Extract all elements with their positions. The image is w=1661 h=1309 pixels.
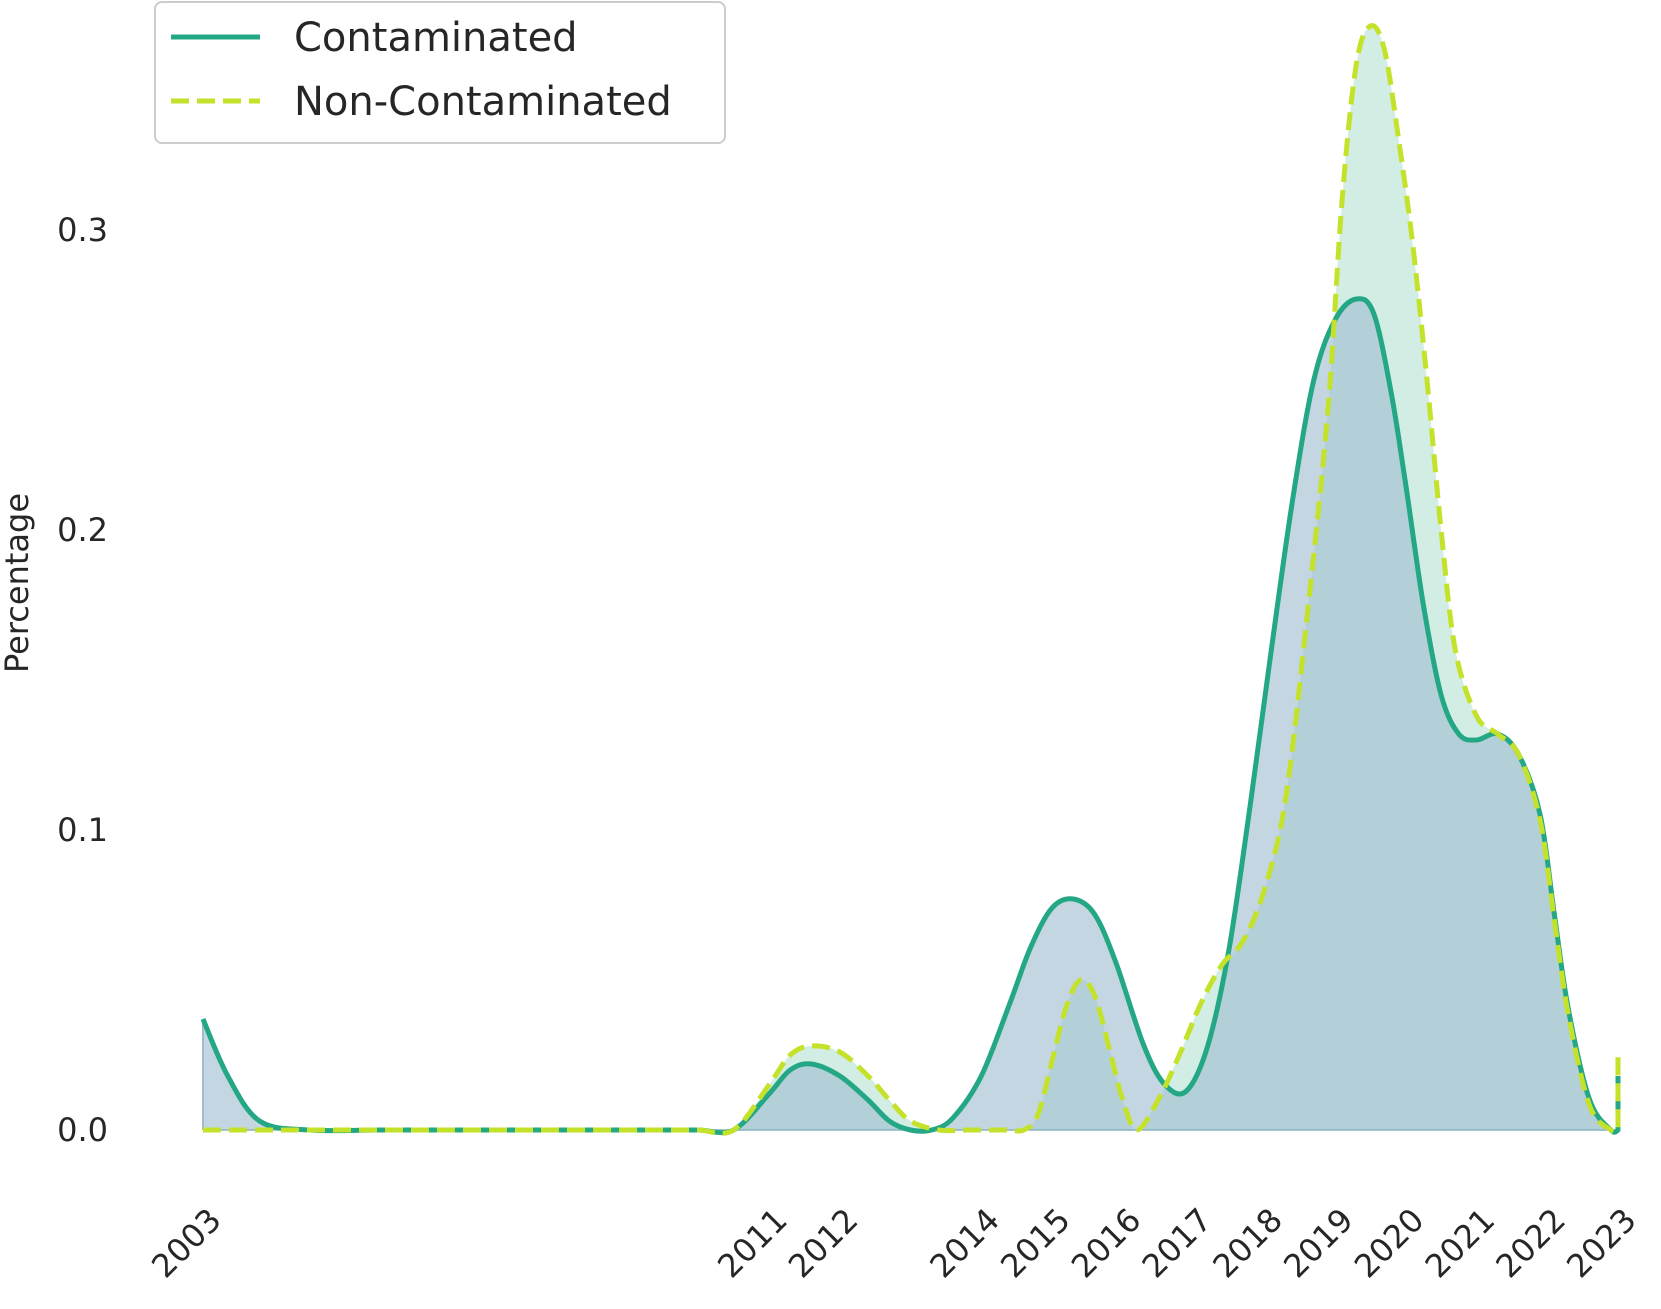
line-non-contaminated	[202, 23, 1621, 1136]
y-tick-label: 0.2	[57, 511, 108, 549]
x-tick-label: 2015	[993, 1201, 1077, 1285]
legend-label-non-contaminated: Non-Contaminated	[294, 79, 672, 125]
fill-contaminated	[203, 298, 1618, 1133]
legend-label-contaminated: Contaminated	[294, 15, 578, 61]
x-tick-label: 2017	[1135, 1201, 1219, 1285]
y-axis-label: Percentage	[0, 493, 36, 673]
x-tick-label: 2018	[1205, 1201, 1289, 1285]
x-tick-label: 2020	[1347, 1201, 1431, 1285]
x-tick-label: 2014	[922, 1201, 1006, 1285]
x-tick-label: 2023	[1559, 1201, 1643, 1285]
x-tick-label: 2012	[781, 1201, 865, 1285]
y-tick-labels: 0.0 0.1 0.2 0.3	[57, 211, 108, 1149]
y-tick-label: 0.0	[57, 1111, 108, 1149]
line-contaminated	[200, 296, 1621, 1136]
x-tick-label: 2016	[1064, 1201, 1148, 1285]
y-tick-label: 0.3	[57, 211, 108, 249]
x-tick-label: 2019	[1276, 1201, 1360, 1285]
legend-frame	[154, 1, 726, 144]
legend: Contaminated Non-Contaminated	[154, 1, 726, 144]
y-tick-label: 0.1	[57, 811, 108, 849]
series-fills	[202, 25, 1618, 1134]
x-tick-label: 2003	[144, 1201, 228, 1285]
x-tick-label: 2011	[710, 1201, 794, 1285]
x-tick-label: 2021	[1418, 1201, 1502, 1285]
x-tick-label: 2022	[1488, 1201, 1572, 1285]
series-lines	[200, 23, 1621, 1136]
